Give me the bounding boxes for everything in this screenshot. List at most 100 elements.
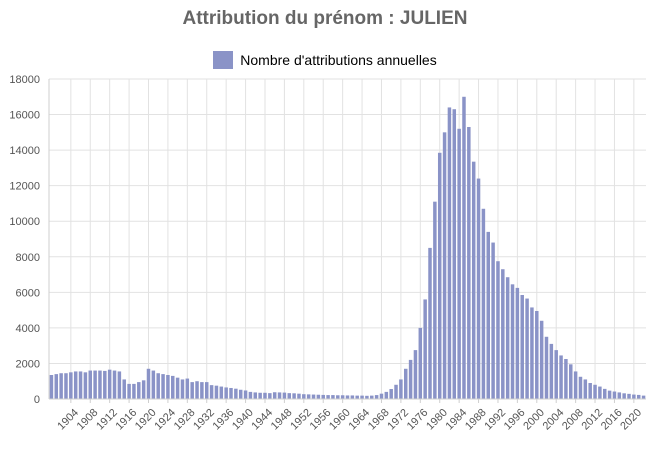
bar-1984[interactable] <box>457 128 461 399</box>
bar-1922[interactable] <box>156 373 160 399</box>
bar-1987[interactable] <box>471 161 476 399</box>
bar-2014[interactable] <box>603 388 607 399</box>
bar-1963[interactable] <box>355 395 359 399</box>
bar-2022[interactable] <box>641 395 646 399</box>
bar-1972[interactable] <box>399 379 403 399</box>
bar-1990[interactable] <box>486 231 490 399</box>
bar-1902[interactable] <box>59 373 63 399</box>
bar-1931[interactable] <box>200 382 204 399</box>
bar-1938[interactable] <box>234 388 238 399</box>
bar-1951[interactable] <box>297 393 301 399</box>
bar-1956[interactable] <box>321 394 325 399</box>
bar-1986[interactable] <box>467 127 471 399</box>
bar-1968[interactable] <box>379 393 384 399</box>
bar-1989[interactable] <box>481 208 486 399</box>
bar-1964[interactable] <box>360 395 364 399</box>
bar-1916[interactable] <box>127 383 131 399</box>
bar-1976[interactable] <box>418 327 423 399</box>
bar-1988[interactable] <box>476 178 481 399</box>
bar-1905[interactable] <box>73 371 78 399</box>
bar-1921[interactable] <box>151 370 156 399</box>
bar-2005[interactable] <box>559 355 563 399</box>
bar-1930[interactable] <box>195 381 199 399</box>
bar-1933[interactable] <box>209 385 214 399</box>
bar-1935[interactable] <box>219 386 224 399</box>
bar-1929[interactable] <box>190 382 194 399</box>
bar-1912[interactable] <box>107 369 112 399</box>
bar-1917[interactable] <box>132 383 136 399</box>
bar-2015[interactable] <box>607 390 612 399</box>
bar-1925[interactable] <box>171 375 175 399</box>
bar-2021[interactable] <box>636 394 641 399</box>
bar-1948[interactable] <box>282 392 287 399</box>
bar-2018[interactable] <box>622 393 626 399</box>
bar-1909[interactable] <box>93 370 97 399</box>
bar-1903[interactable] <box>64 373 68 399</box>
bar-1969[interactable] <box>384 391 389 399</box>
bar-1934[interactable] <box>214 385 219 399</box>
bar-1954[interactable] <box>311 394 316 399</box>
bar-2003[interactable] <box>549 343 554 399</box>
bar-1942[interactable] <box>253 392 258 399</box>
bar-1958[interactable] <box>331 395 335 399</box>
bar-1974[interactable] <box>408 359 413 399</box>
bar-1952[interactable] <box>302 394 306 399</box>
bar-1904[interactable] <box>69 372 73 399</box>
bar-2002[interactable] <box>544 336 549 399</box>
bar-1937[interactable] <box>229 387 233 399</box>
bar-1940[interactable] <box>243 390 248 399</box>
bar-1999[interactable] <box>530 307 534 399</box>
bar-1927[interactable] <box>180 379 185 399</box>
bar-1997[interactable] <box>520 295 524 399</box>
bar-1991[interactable] <box>491 242 495 399</box>
bar-1950[interactable] <box>292 393 296 399</box>
bar-1947[interactable] <box>277 392 282 399</box>
bar-1939[interactable] <box>238 389 243 399</box>
bar-1946[interactable] <box>272 392 277 399</box>
bar-2011[interactable] <box>588 383 592 399</box>
bar-1966[interactable] <box>370 395 374 399</box>
bar-2019[interactable] <box>627 393 631 399</box>
bar-1926[interactable] <box>175 377 180 399</box>
bar-1962[interactable] <box>350 395 355 399</box>
bar-1961[interactable] <box>345 395 350 399</box>
bar-1992[interactable] <box>496 261 500 399</box>
bar-1953[interactable] <box>306 394 311 399</box>
bar-1993[interactable] <box>501 269 505 399</box>
bar-2008[interactable] <box>573 371 578 399</box>
bar-2009[interactable] <box>578 376 583 399</box>
bar-1996[interactable] <box>515 287 520 399</box>
bar-1943[interactable] <box>258 392 262 399</box>
bar-1965[interactable] <box>365 395 369 399</box>
bar-1901[interactable] <box>54 374 59 399</box>
bar-1907[interactable] <box>83 372 88 399</box>
bar-2010[interactable] <box>583 379 588 399</box>
bar-1960[interactable] <box>340 395 345 399</box>
bar-2017[interactable] <box>617 392 622 399</box>
bar-1908[interactable] <box>88 370 92 399</box>
bar-1957[interactable] <box>326 395 330 399</box>
bar-1967[interactable] <box>374 395 379 399</box>
bar-1959[interactable] <box>336 395 340 399</box>
bar-1945[interactable] <box>268 393 272 399</box>
bar-1978[interactable] <box>428 247 432 399</box>
bar-1919[interactable] <box>141 380 146 399</box>
bar-1914[interactable] <box>117 371 122 399</box>
bar-1995[interactable] <box>510 284 515 399</box>
bar-1913[interactable] <box>112 370 117 399</box>
bar-1906[interactable] <box>78 371 83 399</box>
bar-1915[interactable] <box>122 379 126 399</box>
bar-1910[interactable] <box>98 370 102 399</box>
bar-1941[interactable] <box>248 391 253 399</box>
bar-2013[interactable] <box>598 386 602 399</box>
bar-2007[interactable] <box>569 364 573 399</box>
bar-1949[interactable] <box>287 393 291 399</box>
bar-1918[interactable] <box>137 382 141 399</box>
bar-1970[interactable] <box>389 389 393 399</box>
bar-1979[interactable] <box>433 201 437 399</box>
bar-2000[interactable] <box>535 311 539 399</box>
bar-2012[interactable] <box>593 384 597 399</box>
legend[interactable]: Nombre d'attributions annuelles <box>0 51 650 69</box>
bar-1975[interactable] <box>413 350 418 399</box>
bar-2020[interactable] <box>632 394 636 399</box>
